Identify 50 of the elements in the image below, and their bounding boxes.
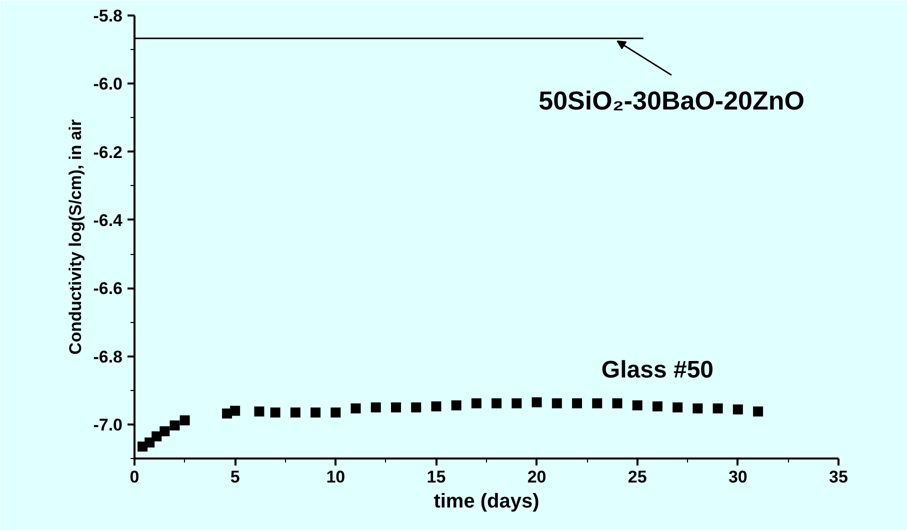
point <box>492 398 502 408</box>
y-tick-label: -7.0 <box>93 415 123 434</box>
x-tick-label: 5 <box>230 468 240 486</box>
x-tick-label: 0 <box>130 468 140 486</box>
point <box>370 402 381 412</box>
x-tick-label: 35 <box>829 468 848 486</box>
point <box>532 397 542 408</box>
point <box>390 402 401 412</box>
point <box>270 407 280 418</box>
point <box>180 415 190 426</box>
x-tick-label: 10 <box>326 468 346 486</box>
point <box>350 403 361 414</box>
point <box>652 401 662 412</box>
point <box>170 420 180 430</box>
point <box>471 398 482 408</box>
annotation: Glass #50 <box>601 356 714 384</box>
point <box>732 404 743 414</box>
y-tick-label: -6.2 <box>93 142 123 162</box>
y-tick-label: -6.0 <box>93 74 123 94</box>
point <box>512 398 522 408</box>
x-tick-label: 25 <box>628 468 647 486</box>
point <box>572 398 582 408</box>
point <box>152 431 162 442</box>
x-tick-label: 20 <box>527 468 546 486</box>
x-axis-title: time (days) <box>434 490 540 512</box>
point <box>160 426 170 436</box>
point <box>612 398 622 408</box>
point <box>672 402 683 412</box>
point <box>310 407 321 418</box>
point <box>692 403 703 414</box>
point <box>290 407 300 418</box>
point <box>411 402 422 412</box>
y-axis-title: Conductivity log(S/cm), in air <box>66 119 86 355</box>
point <box>753 406 764 416</box>
annotation: 50SiO₂-30BaO-20ZnO <box>538 85 804 116</box>
point <box>632 400 642 410</box>
point <box>230 406 240 416</box>
point <box>254 406 264 416</box>
point <box>712 403 723 414</box>
point <box>592 398 602 408</box>
x-tick-label: 30 <box>728 468 748 486</box>
point <box>552 398 562 408</box>
y-tick-label: -6.8 <box>93 347 123 366</box>
point <box>330 407 341 418</box>
y-tick-label: -6.4 <box>93 210 124 230</box>
y-tick-label: -6.6 <box>93 279 123 298</box>
x-tick-label: 15 <box>426 468 446 486</box>
point <box>431 401 442 412</box>
point <box>451 400 462 410</box>
y-tick-label: -5.8 <box>93 6 123 26</box>
